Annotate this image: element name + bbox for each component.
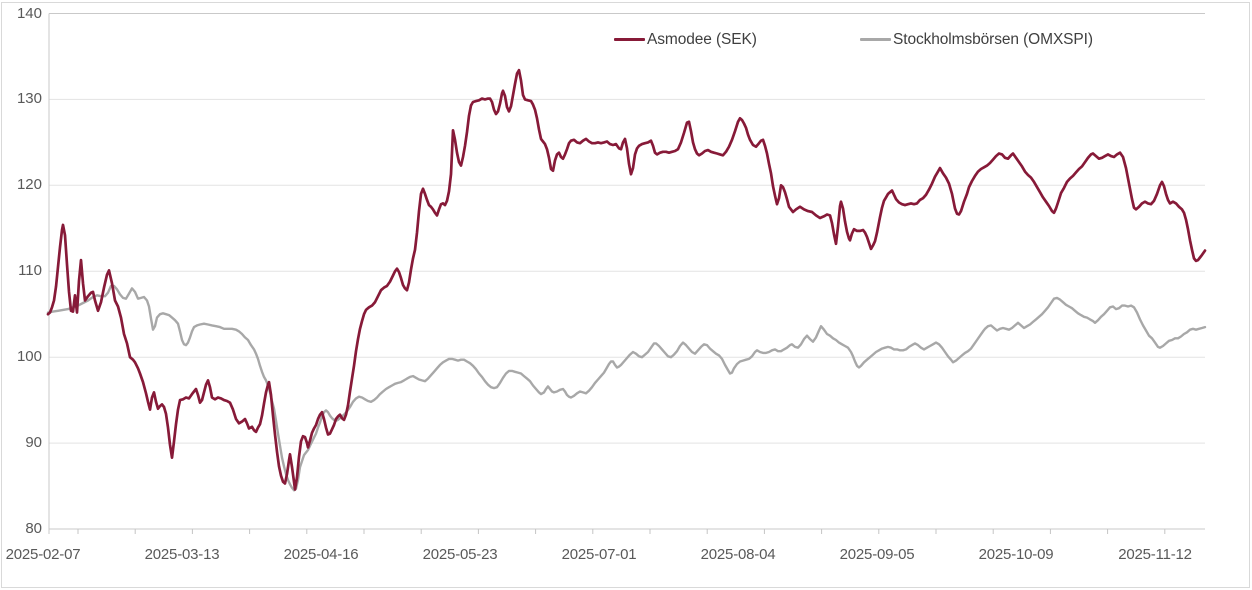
legend-item-label: Stockholmsbörsen (OMXSPI) xyxy=(893,30,1093,48)
legend-line-swatch xyxy=(614,38,645,41)
x-axis-tick-label: 2025-03-13 xyxy=(144,546,220,563)
x-axis-tick-label: 2025-05-23 xyxy=(422,546,498,563)
x-axis-tick-label: 2025-08-04 xyxy=(700,546,776,563)
y-axis-tick-label: 130 xyxy=(16,90,42,108)
x-axis-tick-label: 2025-07-01 xyxy=(561,546,637,563)
legend-line-swatch xyxy=(860,38,891,41)
y-axis-tick-label: 80 xyxy=(25,520,42,537)
y-axis-tick-label: 140 xyxy=(16,4,42,22)
x-axis-tick-label: 2025-04-16 xyxy=(283,546,359,563)
series-line-asmodee xyxy=(46,68,1207,491)
y-axis-tick-label: 100 xyxy=(16,348,42,366)
x-axis-tick-label: 2025-11-12 xyxy=(1118,546,1192,563)
x-axis-tick-label: 2025-10-09 xyxy=(978,546,1054,563)
x-axis-tick-label: 2025-02-07 xyxy=(5,546,81,563)
legend-item-omxspi: Stockholmsbörsen (OMXSPI) xyxy=(860,31,1093,48)
y-axis-tick-label: 90 xyxy=(25,434,42,452)
y-axis-tick-label: 110 xyxy=(18,262,42,280)
y-axis-tick-label: 120 xyxy=(16,176,42,194)
x-axis-tick-label: 2025-09-05 xyxy=(839,546,915,563)
legend-item-label: Asmodee (SEK) xyxy=(647,30,757,48)
series-line-omxspi xyxy=(46,284,1207,492)
legend-item-asmodee: Asmodee (SEK) xyxy=(614,31,757,48)
